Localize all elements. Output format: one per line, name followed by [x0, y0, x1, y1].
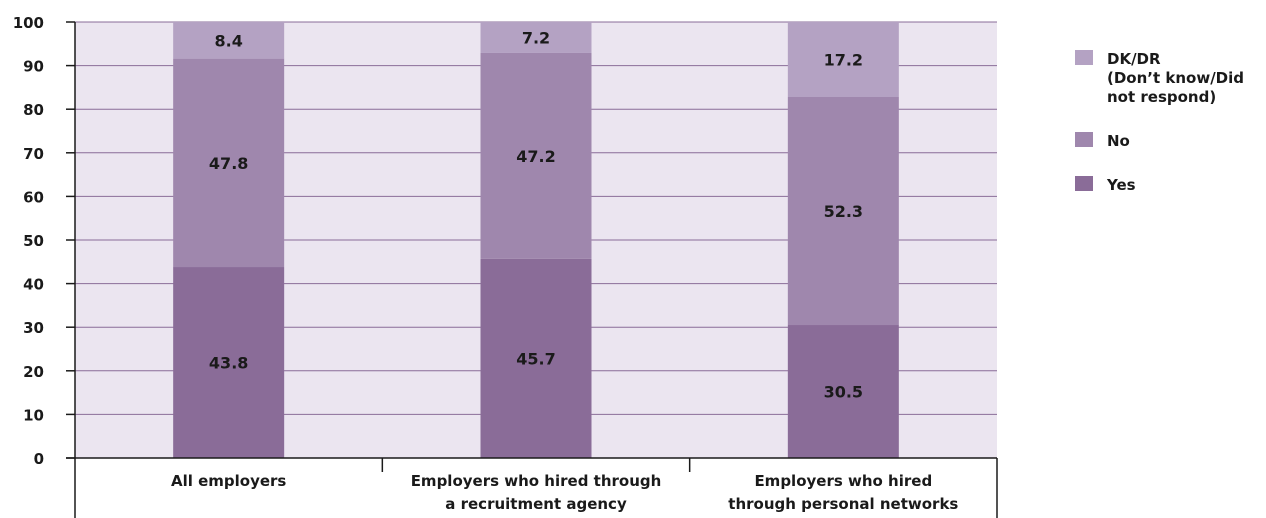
legend-swatch	[1075, 176, 1093, 191]
data-label: 52.3	[824, 202, 863, 221]
x-category-label: All employers	[171, 472, 286, 490]
bar-segment	[480, 22, 592, 53]
y-tick-label: 20	[23, 363, 44, 381]
y-tick-label: 60	[23, 188, 44, 206]
y-tick-label: 70	[23, 145, 44, 163]
data-label: 30.5	[824, 383, 863, 402]
data-label: 47.2	[516, 147, 555, 166]
y-tick-label: 100	[13, 14, 44, 32]
legend-label: Yes	[1106, 176, 1136, 194]
bar-segment	[173, 22, 285, 59]
legend-label: DK/DR	[1107, 50, 1161, 68]
bars: 43.8 47.8 8.4 45.7 47.2 7.2 30.5 52.3 17.2	[173, 22, 899, 458]
y-tick-label: 30	[23, 319, 44, 337]
x-category-label: a recruitment agency	[445, 495, 627, 513]
y-tick-label: 0	[34, 450, 44, 468]
bar-segment	[173, 267, 285, 458]
x-category-label: Employers who hired	[754, 472, 932, 490]
legend-swatch	[1075, 132, 1093, 147]
y-tick-label: 80	[23, 101, 44, 119]
data-label: 7.2	[522, 28, 550, 47]
legend-label: (Don’t know/Did	[1107, 69, 1244, 87]
y-tick-label: 90	[23, 58, 44, 76]
legend-label: No	[1107, 132, 1130, 150]
bar-segment	[787, 22, 899, 97]
legend-swatch	[1075, 50, 1093, 65]
data-label: 47.8	[209, 154, 248, 173]
bar-segment	[787, 96, 899, 326]
bar-segment	[480, 52, 592, 259]
y-tick-label: 50	[23, 232, 44, 250]
x-category-label: through personal networks	[728, 495, 958, 513]
data-label: 8.4	[214, 31, 242, 50]
data-label: 17.2	[824, 50, 863, 69]
bar-segment	[480, 258, 592, 458]
legend-label: not respond)	[1107, 88, 1216, 106]
data-label: 45.7	[516, 349, 555, 368]
bar-segment	[173, 58, 285, 268]
bar-segment	[787, 325, 899, 458]
y-tick-label: 10	[23, 406, 44, 424]
x-category-label: Employers who hired through	[411, 472, 662, 490]
data-label: 43.8	[209, 354, 248, 373]
y-tick-label: 40	[23, 276, 44, 294]
axes: 0 10 20 30 40 50 60 70 80 90 100 All employers Emplo…	[13, 14, 998, 518]
